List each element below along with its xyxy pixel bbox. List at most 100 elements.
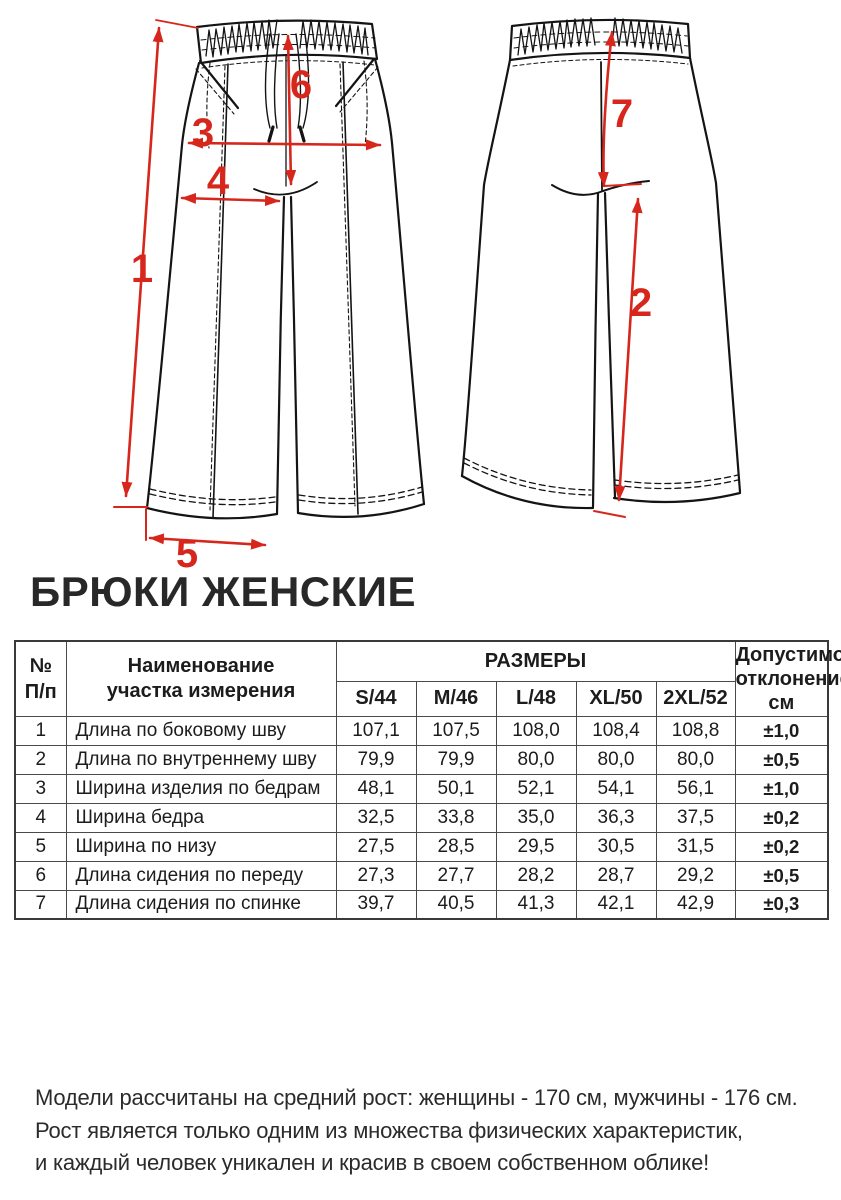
size-value: 29,2 — [655, 860, 736, 891]
measure-label-5: 5 — [176, 532, 198, 572]
dimension-arrows — [113, 19, 643, 550]
size-value: 39,7 — [335, 889, 417, 920]
footer-line-1: Модели рассчитаны на средний рост: женщи… — [35, 1085, 798, 1110]
dimension-labels: 1 3 4 6 5 7 2 — [131, 63, 652, 572]
size-value: 35,0 — [495, 802, 577, 833]
size-value: 27,3 — [335, 860, 417, 891]
size-value: 56,1 — [655, 773, 736, 804]
size-value: 42,1 — [575, 889, 657, 920]
size-value: 80,0 — [495, 744, 577, 775]
front-waistband-elastic — [299, 19, 369, 56]
footer-line-3: и каждый человек уникален и красив в сво… — [35, 1150, 710, 1175]
size-value: 28,5 — [415, 831, 497, 862]
dim-line-4 — [180, 192, 281, 207]
col-header-size-m: M/46 — [415, 680, 497, 717]
measure-name: Ширина по низу — [65, 831, 337, 862]
measure-name: Ширина изделия по бедрам — [65, 773, 337, 804]
tolerance-value: ±0,5 — [734, 744, 829, 775]
table-row: 7 Длина сидения по спинке 39,7 40,5 41,3… — [14, 889, 829, 920]
col-header-sizes-group: РАЗМЕРЫ — [335, 640, 736, 682]
size-table: № П/п Наименование участка измерения РАЗ… — [14, 640, 841, 920]
back-right-side-seam — [688, 56, 742, 494]
row-num: 4 — [14, 802, 67, 833]
footer-note: Модели рассчитаны на средний рост: женщи… — [35, 1082, 798, 1180]
size-value: 79,9 — [335, 744, 417, 775]
col-header-size-xl: XL/50 — [575, 680, 657, 717]
size-value: 30,5 — [575, 831, 657, 862]
dim-line-1 — [121, 26, 164, 498]
size-value: 54,1 — [575, 773, 657, 804]
size-value: 29,5 — [495, 831, 577, 862]
size-value: 28,7 — [575, 860, 657, 891]
tolerance-value: ±0,2 — [734, 802, 829, 833]
back-waistband-elastic — [517, 17, 596, 56]
measure-name: Ширина бедра — [65, 802, 337, 833]
size-value: 33,8 — [415, 802, 497, 833]
size-value: 28,2 — [495, 860, 577, 891]
table-row: 6 Длина сидения по переду 27,3 27,7 28,2… — [14, 860, 829, 891]
measure-name: Длина по внутреннему шву — [65, 744, 337, 775]
measure-name: Длина сидения по переду — [65, 860, 337, 891]
table-row: 4 Ширина бедра 32,5 33,8 35,0 36,3 37,5 … — [14, 802, 829, 833]
size-value: 107,1 — [335, 715, 417, 746]
tolerance-value: ±0,5 — [734, 860, 829, 891]
col-header-name: Наименование участка измерения — [65, 640, 337, 717]
size-value: 36,3 — [575, 802, 657, 833]
size-value: 108,8 — [655, 715, 736, 746]
row-num: 5 — [14, 831, 67, 862]
back-left-side-seam — [460, 58, 512, 478]
size-value: 27,7 — [415, 860, 497, 891]
page-title: БРЮКИ ЖЕНСКИЕ — [30, 568, 416, 615]
front-right-side-seam — [373, 57, 426, 506]
table-row: 3 Ширина изделия по бедрам 48,1 50,1 52,… — [14, 773, 829, 804]
row-num: 3 — [14, 773, 67, 804]
size-value: 52,1 — [495, 773, 577, 804]
tolerance-value: ±0,2 — [734, 831, 829, 862]
tolerance-value: ±1,0 — [734, 715, 829, 746]
size-value: 79,9 — [415, 744, 497, 775]
size-value: 32,5 — [335, 802, 417, 833]
size-value: 40,5 — [415, 889, 497, 920]
measure-label-1: 1 — [131, 247, 153, 291]
measure-label-2: 2 — [630, 281, 652, 325]
table-row: 1 Длина по боковому шву 107,1 107,5 108,… — [14, 715, 829, 746]
drawstring — [264, 33, 310, 143]
table-row: 2 Длина по внутреннему шву 79,9 79,9 80,… — [14, 744, 829, 775]
tolerance-value: ±1,0 — [734, 773, 829, 804]
size-value: 41,3 — [495, 889, 577, 920]
size-value: 80,0 — [655, 744, 736, 775]
dim-line-6 — [282, 34, 297, 186]
table-row: 5 Ширина по низу 27,5 28,5 29,5 30,5 31,… — [14, 831, 829, 862]
front-view-drawing — [145, 19, 426, 520]
size-value: 42,9 — [655, 889, 736, 920]
row-num: 7 — [14, 889, 67, 920]
measure-name: Длина по боковому шву — [65, 715, 337, 746]
size-value: 108,4 — [575, 715, 657, 746]
tolerance-value: ±0,3 — [734, 889, 829, 920]
col-header-tolerance: Допустимое отклонение, см — [734, 640, 841, 717]
footer-line-2: Рост является только одним из множества … — [35, 1117, 743, 1143]
col-header-size-2xl: 2XL/52 — [655, 680, 736, 717]
back-view-drawing — [460, 17, 742, 510]
col-header-num: № П/п — [14, 640, 67, 717]
row-num: 2 — [14, 744, 67, 775]
size-value: 48,1 — [335, 773, 417, 804]
col-header-size-l: L/48 — [495, 680, 577, 717]
row-num: 1 — [14, 715, 67, 746]
measure-label-7: 7 — [611, 92, 633, 136]
size-value: 27,5 — [335, 831, 417, 862]
dim-line-7 — [597, 30, 616, 188]
dim-line-3 — [187, 137, 382, 151]
back-waistband-elastic — [611, 17, 683, 54]
size-value: 80,0 — [575, 744, 657, 775]
dim-line-5 — [148, 533, 267, 550]
col-header-size-s: S/44 — [335, 680, 417, 717]
measure-label-3: 3 — [192, 111, 214, 155]
trousers-technical-drawing: 1 3 4 6 5 7 2 — [113, 17, 742, 572]
size-value: 108,0 — [495, 715, 577, 746]
front-waistband-elastic — [205, 19, 278, 58]
size-value: 37,5 — [655, 802, 736, 833]
size-value: 107,5 — [415, 715, 497, 746]
size-value: 31,5 — [655, 831, 736, 862]
